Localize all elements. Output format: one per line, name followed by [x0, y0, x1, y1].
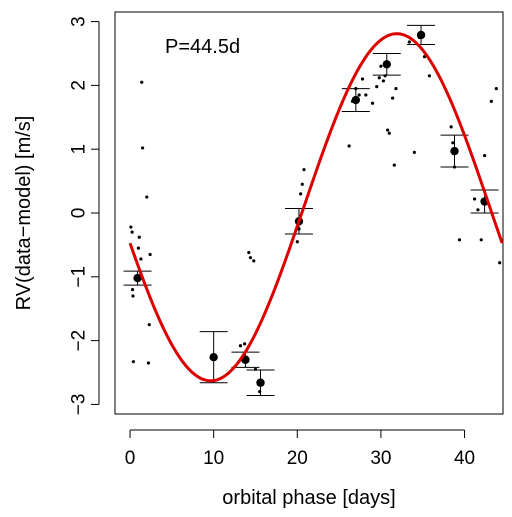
- period-annotation: P=44.5d: [165, 36, 240, 58]
- raw-point: [139, 257, 143, 261]
- plot-border: [114, 11, 504, 415]
- raw-point: [498, 261, 502, 265]
- raw-point: [131, 360, 135, 364]
- y-axis-label: RV(data−model) [m/s]: [13, 116, 35, 311]
- raw-point: [379, 64, 383, 68]
- raw-point: [140, 146, 145, 150]
- raw-point: [299, 192, 303, 196]
- model-curve: [128, 32, 504, 383]
- raw-point: [391, 96, 395, 100]
- binned-point: [450, 146, 459, 156]
- raw-point: [131, 294, 135, 298]
- raw-point: [347, 144, 351, 148]
- raw-point: [140, 80, 144, 84]
- y-tick-label: 3: [69, 16, 90, 27]
- raw-point: [375, 85, 379, 89]
- y-tick-label: 2: [69, 80, 90, 91]
- raw-point: [472, 197, 477, 201]
- raw-point: [247, 250, 251, 255]
- raw-point: [300, 182, 304, 186]
- x-tick-label: 20: [287, 448, 308, 469]
- raw-point: [145, 195, 149, 199]
- raw-point: [136, 246, 141, 250]
- raw-point: [427, 74, 432, 78]
- raw-point: [252, 259, 256, 263]
- x-tick-label: 0: [125, 448, 136, 469]
- raw-point: [147, 323, 151, 327]
- raw-point: [148, 252, 152, 257]
- raw-point: [381, 79, 386, 83]
- binned-point: [209, 353, 218, 362]
- x-axis-label: orbital phase [days]: [222, 487, 395, 509]
- raw-point: [489, 99, 493, 103]
- raw-point: [137, 235, 141, 239]
- y-tick-label: −3: [69, 394, 90, 416]
- binned-point: [133, 273, 142, 283]
- binned-point: [416, 30, 426, 40]
- raw-point: [457, 238, 462, 242]
- y-tick-label: 1: [69, 144, 90, 155]
- raw-point: [387, 131, 391, 135]
- raw-point: [479, 238, 483, 242]
- axes: 0 10 20 30 40 −3 −2 −1 0 1 2 3: [69, 16, 476, 469]
- y-tick-label: −1: [69, 266, 90, 288]
- binned-point: [351, 95, 361, 105]
- raw-point: [386, 128, 390, 132]
- raw-point: [146, 361, 151, 365]
- y-tick-label: 0: [69, 208, 90, 219]
- raw-point: [392, 163, 396, 167]
- raw-points: [129, 32, 502, 394]
- raw-point: [412, 150, 416, 154]
- x-tick-label: 30: [370, 448, 391, 469]
- model-curve-group: [128, 32, 504, 383]
- raw-point: [377, 76, 381, 80]
- raw-point: [370, 101, 375, 105]
- raw-point: [422, 55, 426, 59]
- raw-point: [243, 342, 247, 346]
- raw-point: [130, 230, 134, 234]
- raw-point: [449, 125, 453, 129]
- y-tick-label: −2: [69, 330, 90, 352]
- raw-point: [130, 287, 135, 292]
- binned-point: [382, 60, 391, 69]
- raw-point: [407, 40, 411, 44]
- raw-point: [248, 256, 253, 260]
- x-tick-label: 10: [203, 448, 224, 469]
- raw-point: [451, 141, 455, 145]
- x-tick-label: 40: [454, 448, 475, 469]
- raw-point: [394, 86, 398, 91]
- binned-point: [256, 378, 265, 387]
- raw-point: [302, 168, 306, 172]
- raw-point: [129, 225, 133, 229]
- raw-point: [494, 86, 498, 91]
- raw-point: [364, 93, 368, 97]
- raw-point: [360, 77, 365, 81]
- raw-point: [295, 240, 299, 244]
- raw-point: [238, 344, 243, 348]
- raw-point: [357, 93, 361, 97]
- raw-point: [483, 153, 487, 158]
- raw-point: [476, 208, 480, 212]
